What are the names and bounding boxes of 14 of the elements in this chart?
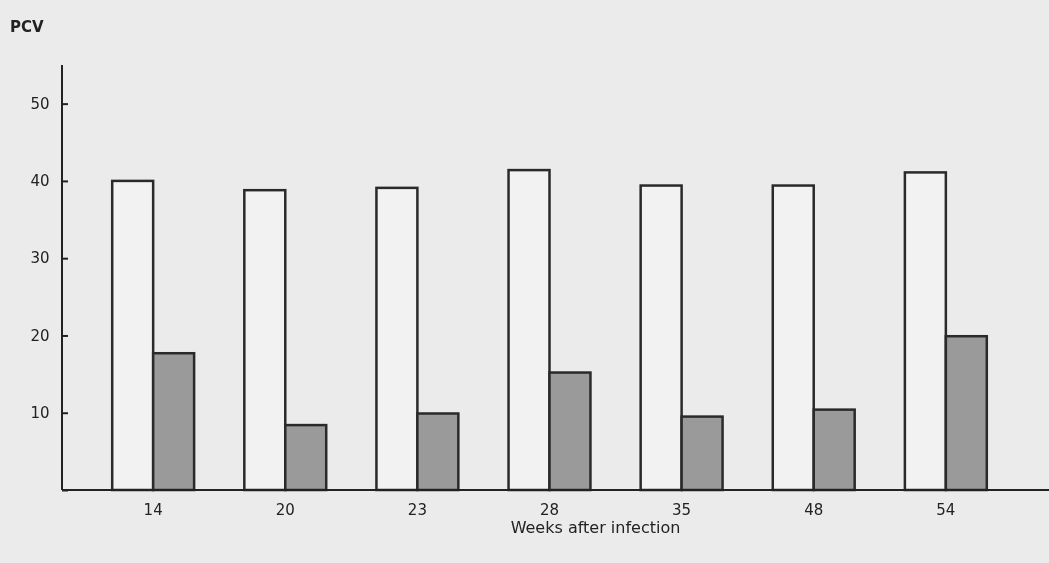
x-axis-title: Weeks after infection	[510, 518, 681, 537]
y-tick-label: 50	[30, 94, 50, 113]
x-tick-label: 35	[672, 500, 692, 519]
y-tick-label: 10	[30, 403, 50, 422]
x-tick-label: 23	[407, 500, 427, 519]
y-tick-label: 30	[30, 249, 50, 268]
x-tick-label: 48	[804, 500, 824, 519]
y-tick-label: 40	[30, 172, 50, 191]
x-tick-label: 28	[539, 500, 560, 519]
y-axis-title: PCV	[10, 18, 44, 36]
x-tick-label: 20	[275, 500, 295, 519]
x-tick-label: 14	[143, 500, 163, 519]
y-tick-label: 20	[30, 326, 50, 345]
x-tick-label: 54	[936, 500, 956, 519]
